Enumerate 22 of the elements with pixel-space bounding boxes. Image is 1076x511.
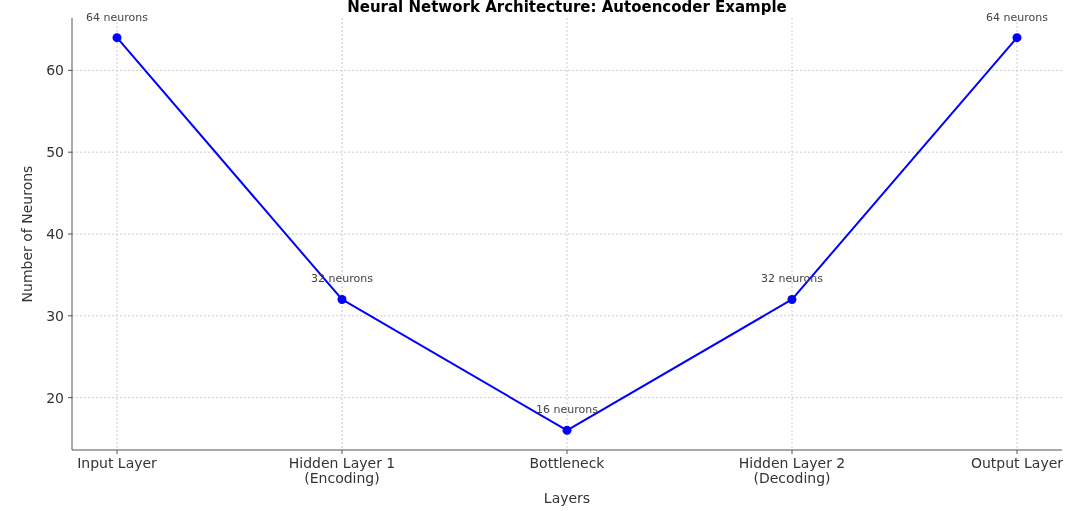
y-tick-label: 20 xyxy=(46,389,64,406)
y-tick-label: 30 xyxy=(46,307,64,324)
point xyxy=(787,294,797,304)
x-tick-label: Bottleneck xyxy=(529,455,606,471)
data-label: 16 neurons xyxy=(536,403,599,417)
point xyxy=(112,33,122,43)
data-label: 32 neurons xyxy=(311,272,374,286)
chart-title: Neural Network Architecture: Autoencoder Example xyxy=(347,0,787,16)
data-label: 64 neurons xyxy=(986,10,1049,24)
data-label: 64 neurons xyxy=(86,10,149,24)
y-tick-label: 40 xyxy=(46,226,64,242)
point xyxy=(562,425,572,435)
x-axis-title: Layers xyxy=(543,490,591,506)
point xyxy=(337,294,347,304)
x-tick-label: Hidden Layer 1 (Encoding) xyxy=(288,455,396,486)
x-tick-label: Hidden Layer 2 (Decoding) xyxy=(738,455,846,486)
x-tick-label: Output Layer xyxy=(970,455,1064,471)
y-axis-title: Number of Neurons xyxy=(19,165,35,303)
y-tick-label: 60 xyxy=(46,62,64,79)
y-tick-label: 50 xyxy=(46,144,64,161)
point xyxy=(1012,33,1022,43)
x-tick-label: Input Layer xyxy=(77,455,158,471)
